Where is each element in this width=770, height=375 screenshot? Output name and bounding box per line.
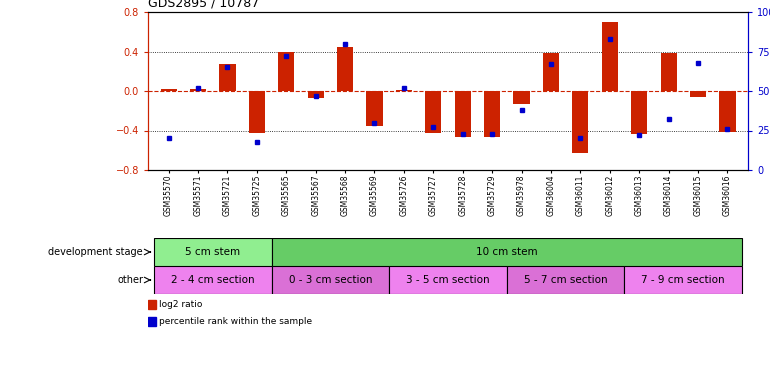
Text: other: other — [117, 275, 143, 285]
Bar — [631, 91, 648, 135]
Bar — [148, 300, 156, 309]
Bar — [278, 51, 294, 91]
Bar — [514, 91, 530, 104]
Bar — [249, 91, 265, 134]
Bar — [190, 89, 206, 91]
Text: 5 cm stem: 5 cm stem — [185, 247, 240, 257]
Bar — [148, 316, 156, 326]
Bar — [543, 54, 559, 91]
Bar — [154, 266, 272, 294]
Bar — [160, 89, 176, 91]
Bar — [389, 266, 507, 294]
Bar — [337, 46, 353, 91]
Bar — [484, 91, 500, 137]
Bar — [507, 266, 624, 294]
Bar — [661, 54, 677, 91]
Bar — [454, 91, 470, 137]
Bar — [719, 91, 735, 132]
Bar — [219, 64, 236, 91]
Text: 2 - 4 cm section: 2 - 4 cm section — [171, 275, 255, 285]
Bar — [367, 91, 383, 126]
Bar — [307, 91, 323, 98]
Bar — [690, 91, 706, 97]
Text: 7 - 9 cm section: 7 - 9 cm section — [641, 275, 725, 285]
Text: 3 - 5 cm section: 3 - 5 cm section — [407, 275, 490, 285]
Bar — [272, 238, 742, 266]
Bar — [425, 91, 441, 134]
Text: 5 - 7 cm section: 5 - 7 cm section — [524, 275, 608, 285]
Bar — [272, 266, 389, 294]
Bar — [396, 90, 412, 91]
Bar — [624, 266, 742, 294]
Text: development stage: development stage — [49, 247, 143, 257]
Text: 10 cm stem: 10 cm stem — [476, 247, 537, 257]
Bar — [572, 91, 588, 153]
Text: log2 ratio: log2 ratio — [159, 300, 203, 309]
Text: percentile rank within the sample: percentile rank within the sample — [159, 316, 312, 326]
Text: 0 - 3 cm section: 0 - 3 cm section — [289, 275, 372, 285]
Bar — [154, 238, 272, 266]
Text: GDS2895 / 10787: GDS2895 / 10787 — [148, 0, 259, 10]
Bar — [601, 22, 618, 91]
